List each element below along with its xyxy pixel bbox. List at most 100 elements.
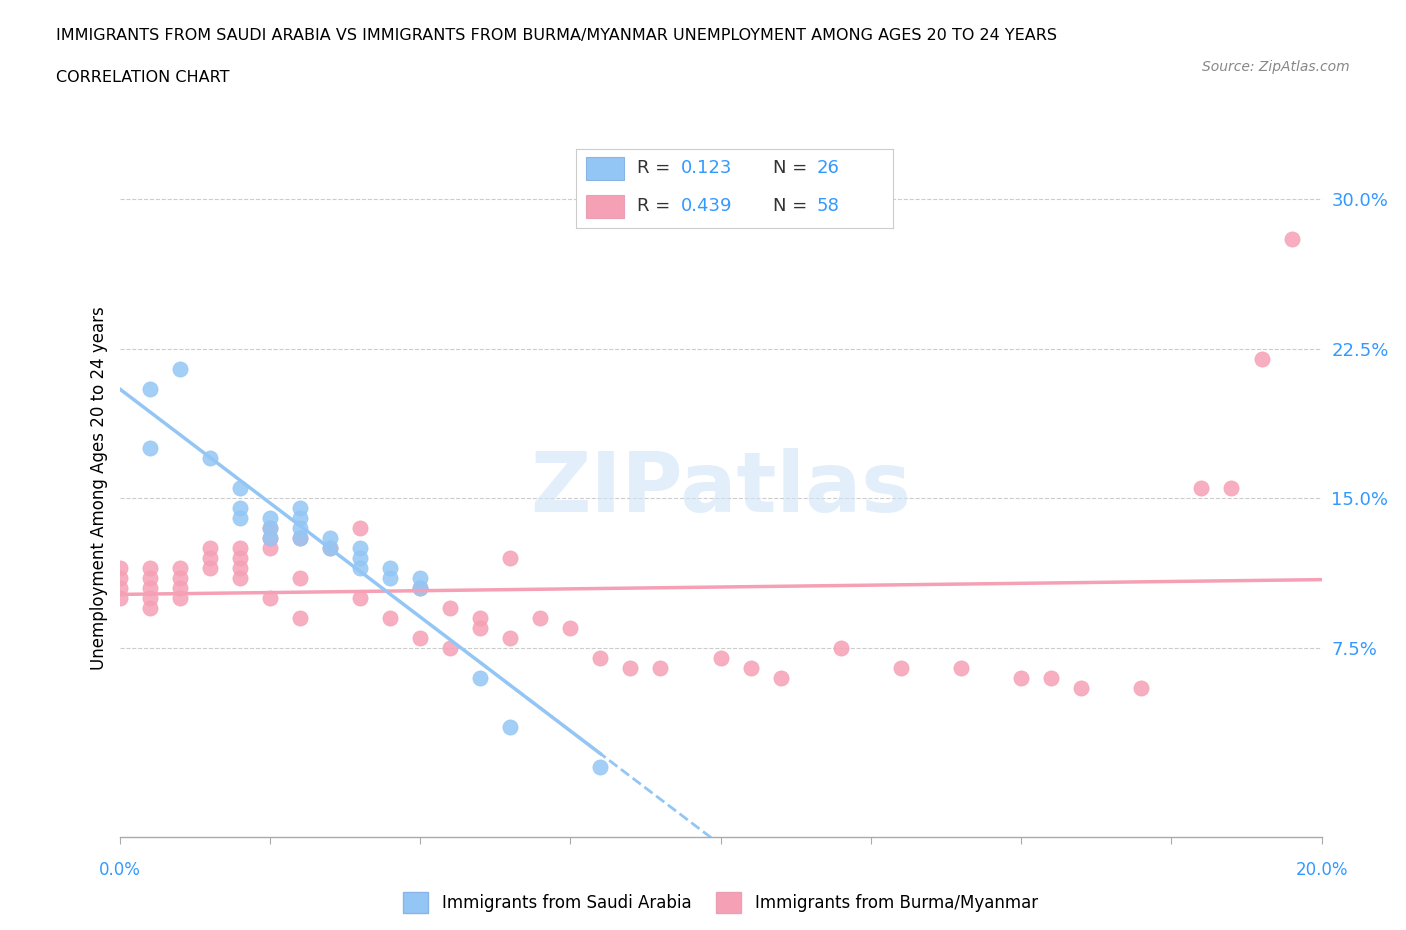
Point [288, 610, 311, 625]
Point [259, 540, 281, 555]
Point [138, 561, 160, 576]
Point [288, 511, 311, 525]
Point [259, 521, 281, 536]
Point [228, 511, 252, 525]
Point [1189, 481, 1212, 496]
Point [288, 570, 311, 585]
Point [378, 561, 401, 576]
Bar [586, 157, 624, 180]
Text: 0.123: 0.123 [681, 159, 733, 177]
Point [499, 631, 522, 645]
Point [499, 551, 522, 565]
Point [138, 601, 160, 616]
Point [499, 720, 522, 735]
Text: ZIPatlas: ZIPatlas [530, 447, 911, 529]
Point [1250, 352, 1272, 366]
Point [349, 521, 371, 536]
Point [349, 561, 371, 576]
Point [1070, 680, 1092, 695]
Point [169, 361, 191, 376]
Text: 58: 58 [817, 197, 839, 215]
Point [349, 591, 371, 605]
Point [228, 540, 252, 555]
Point [198, 540, 221, 555]
Point [409, 580, 432, 595]
Point [468, 620, 492, 635]
Point [619, 660, 641, 675]
Point [589, 760, 612, 775]
Point [259, 531, 281, 546]
Point [108, 591, 131, 605]
Point [409, 570, 432, 585]
Legend: Immigrants from Saudi Arabia, Immigrants from Burma/Myanmar: Immigrants from Saudi Arabia, Immigrants… [396, 885, 1045, 920]
Point [259, 521, 281, 536]
Point [198, 561, 221, 576]
Point [288, 531, 311, 546]
Point [1281, 232, 1303, 246]
Point [349, 540, 371, 555]
Point [740, 660, 762, 675]
Point [890, 660, 912, 675]
Point [650, 660, 672, 675]
Point [198, 551, 221, 565]
Text: IMMIGRANTS FROM SAUDI ARABIA VS IMMIGRANTS FROM BURMA/MYANMAR UNEMPLOYMENT AMONG: IMMIGRANTS FROM SAUDI ARABIA VS IMMIGRAN… [56, 28, 1057, 43]
Text: R =: R = [637, 197, 675, 215]
Point [560, 620, 582, 635]
Point [259, 531, 281, 546]
Point [378, 570, 401, 585]
Point [169, 561, 191, 576]
Text: 0.0%: 0.0% [98, 860, 141, 879]
Text: CORRELATION CHART: CORRELATION CHART [56, 70, 229, 85]
Point [1040, 671, 1063, 685]
Point [228, 551, 252, 565]
Point [169, 591, 191, 605]
Point [1130, 680, 1153, 695]
Point [228, 570, 252, 585]
Text: R =: R = [637, 159, 675, 177]
Point [138, 381, 160, 396]
Point [259, 511, 281, 525]
Text: 0.439: 0.439 [681, 197, 733, 215]
Text: 26: 26 [817, 159, 839, 177]
Point [319, 540, 342, 555]
Point [1010, 671, 1032, 685]
Point [288, 531, 311, 546]
Point [468, 671, 492, 685]
Point [138, 580, 160, 595]
Point [950, 660, 973, 675]
Point [169, 580, 191, 595]
Text: Source: ZipAtlas.com: Source: ZipAtlas.com [1202, 60, 1350, 74]
Point [319, 540, 342, 555]
Point [769, 671, 792, 685]
Point [378, 610, 401, 625]
Point [830, 640, 852, 655]
Point [108, 580, 131, 595]
Point [709, 650, 731, 665]
Text: 20.0%: 20.0% [1295, 860, 1348, 879]
Point [259, 591, 281, 605]
Point [468, 610, 492, 625]
Point [108, 561, 131, 576]
Point [589, 650, 612, 665]
Point [108, 570, 131, 585]
Point [228, 500, 252, 515]
Point [288, 521, 311, 536]
Point [409, 580, 432, 595]
Point [138, 441, 160, 456]
Point [288, 500, 311, 515]
Point [138, 591, 160, 605]
Point [349, 551, 371, 565]
Bar [586, 194, 624, 219]
Point [228, 481, 252, 496]
Point [138, 570, 160, 585]
Point [169, 570, 191, 585]
Text: N =: N = [773, 197, 813, 215]
Point [439, 601, 461, 616]
Y-axis label: Unemployment Among Ages 20 to 24 years: Unemployment Among Ages 20 to 24 years [90, 306, 108, 671]
Point [1220, 481, 1243, 496]
Point [228, 561, 252, 576]
Point [319, 531, 342, 546]
Point [409, 631, 432, 645]
Point [529, 610, 551, 625]
Point [439, 640, 461, 655]
